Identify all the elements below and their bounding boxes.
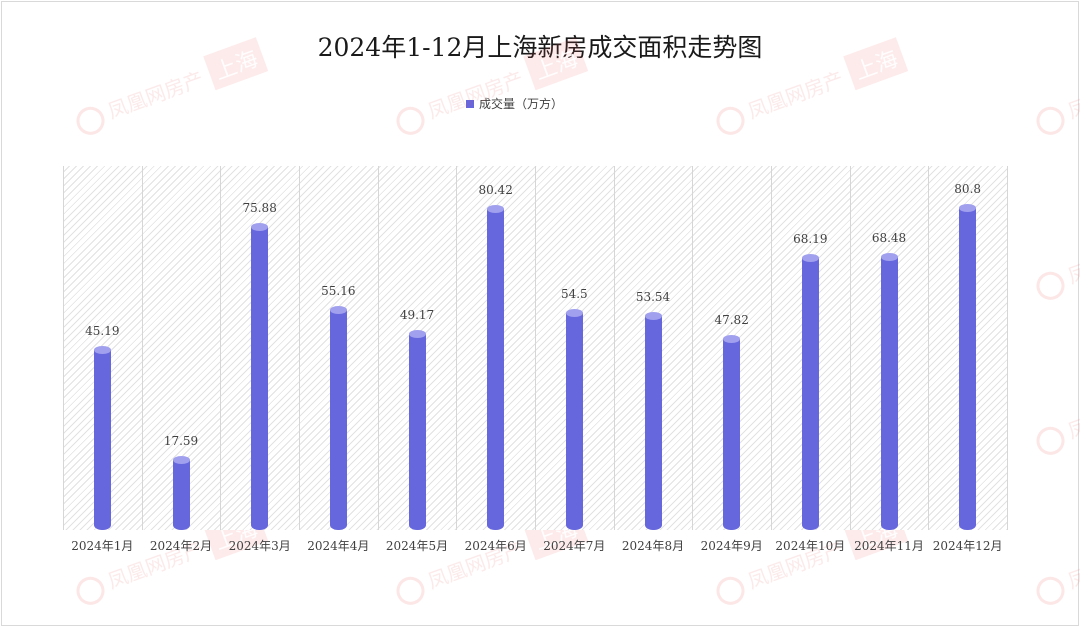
x-axis-label: 2024年5月 [385,539,449,553]
grid-divider [535,166,536,530]
x-axis-label: 2024年8月 [621,539,685,553]
grid-divider [299,166,300,530]
grid-divider [142,166,143,530]
bar [959,203,977,530]
x-axis-label: 2024年10月 [775,539,846,553]
value-label: 17.59 [163,433,199,448]
bar [644,312,662,530]
x-axis-label: 2024年3月 [228,539,291,553]
grid-divider [928,166,929,530]
x-axis-label: 2024年11月 [854,539,924,553]
bar-cap [251,223,269,232]
x-axis-label: 2024年12月 [932,539,1003,553]
value-label: 75.88 [242,201,277,216]
bar-cap [329,305,347,314]
x-axis-label: 2024年4月 [307,539,370,553]
grid-divider [692,166,693,530]
bar-cap [93,345,111,354]
x-axis-label: 2024年2月 [149,539,213,553]
grid-divider [63,166,64,530]
value-label: 53.54 [635,290,671,305]
value-label: 45.19 [85,323,120,338]
grid-divider [850,166,851,530]
bar [408,329,426,530]
x-axis-label: 2024年7月 [543,539,606,553]
grid-divider [220,166,221,530]
value-label: 47.82 [714,313,749,328]
bar-cap [959,203,977,212]
grid-divider [614,166,615,530]
value-label: 80.42 [478,183,513,198]
legend-swatch [466,99,474,108]
value-label: 80.8 [954,181,982,196]
grid-divider [771,166,772,530]
value-label: 55.16 [321,283,356,298]
bar-cap [565,308,583,317]
bar [565,308,583,530]
bar-cap [408,329,426,338]
legend: 成交量（万方） [466,95,563,112]
bar-cap [644,312,662,321]
value-label: 68.19 [793,231,828,246]
x-axis-label: 2024年9月 [700,539,763,553]
grid-divider [456,166,457,530]
bar-cap [801,253,819,262]
value-label: 54.5 [560,286,588,301]
bar [801,253,819,530]
bar [251,223,269,530]
plot-area [63,166,1008,530]
x-axis-label: 2024年1月 [71,539,134,553]
chart-title: 2024年1-12月上海新房成交面积走势图 [317,33,763,62]
value-label: 49.17 [399,307,435,322]
bar [487,205,505,530]
bar [329,305,347,530]
x-axis-label: 2024年6月 [464,539,527,553]
grid-divider [378,166,379,530]
bar-cap [172,455,190,464]
bar [93,345,111,530]
grid-divider [1007,166,1008,530]
value-label: 68.48 [871,230,907,245]
bar [880,252,898,530]
bar-cap [487,205,505,214]
bar [172,455,190,530]
bar-cap [880,252,898,261]
legend-label: 成交量（万方） [479,97,564,111]
bar [723,335,741,530]
bar-cap [723,335,741,344]
